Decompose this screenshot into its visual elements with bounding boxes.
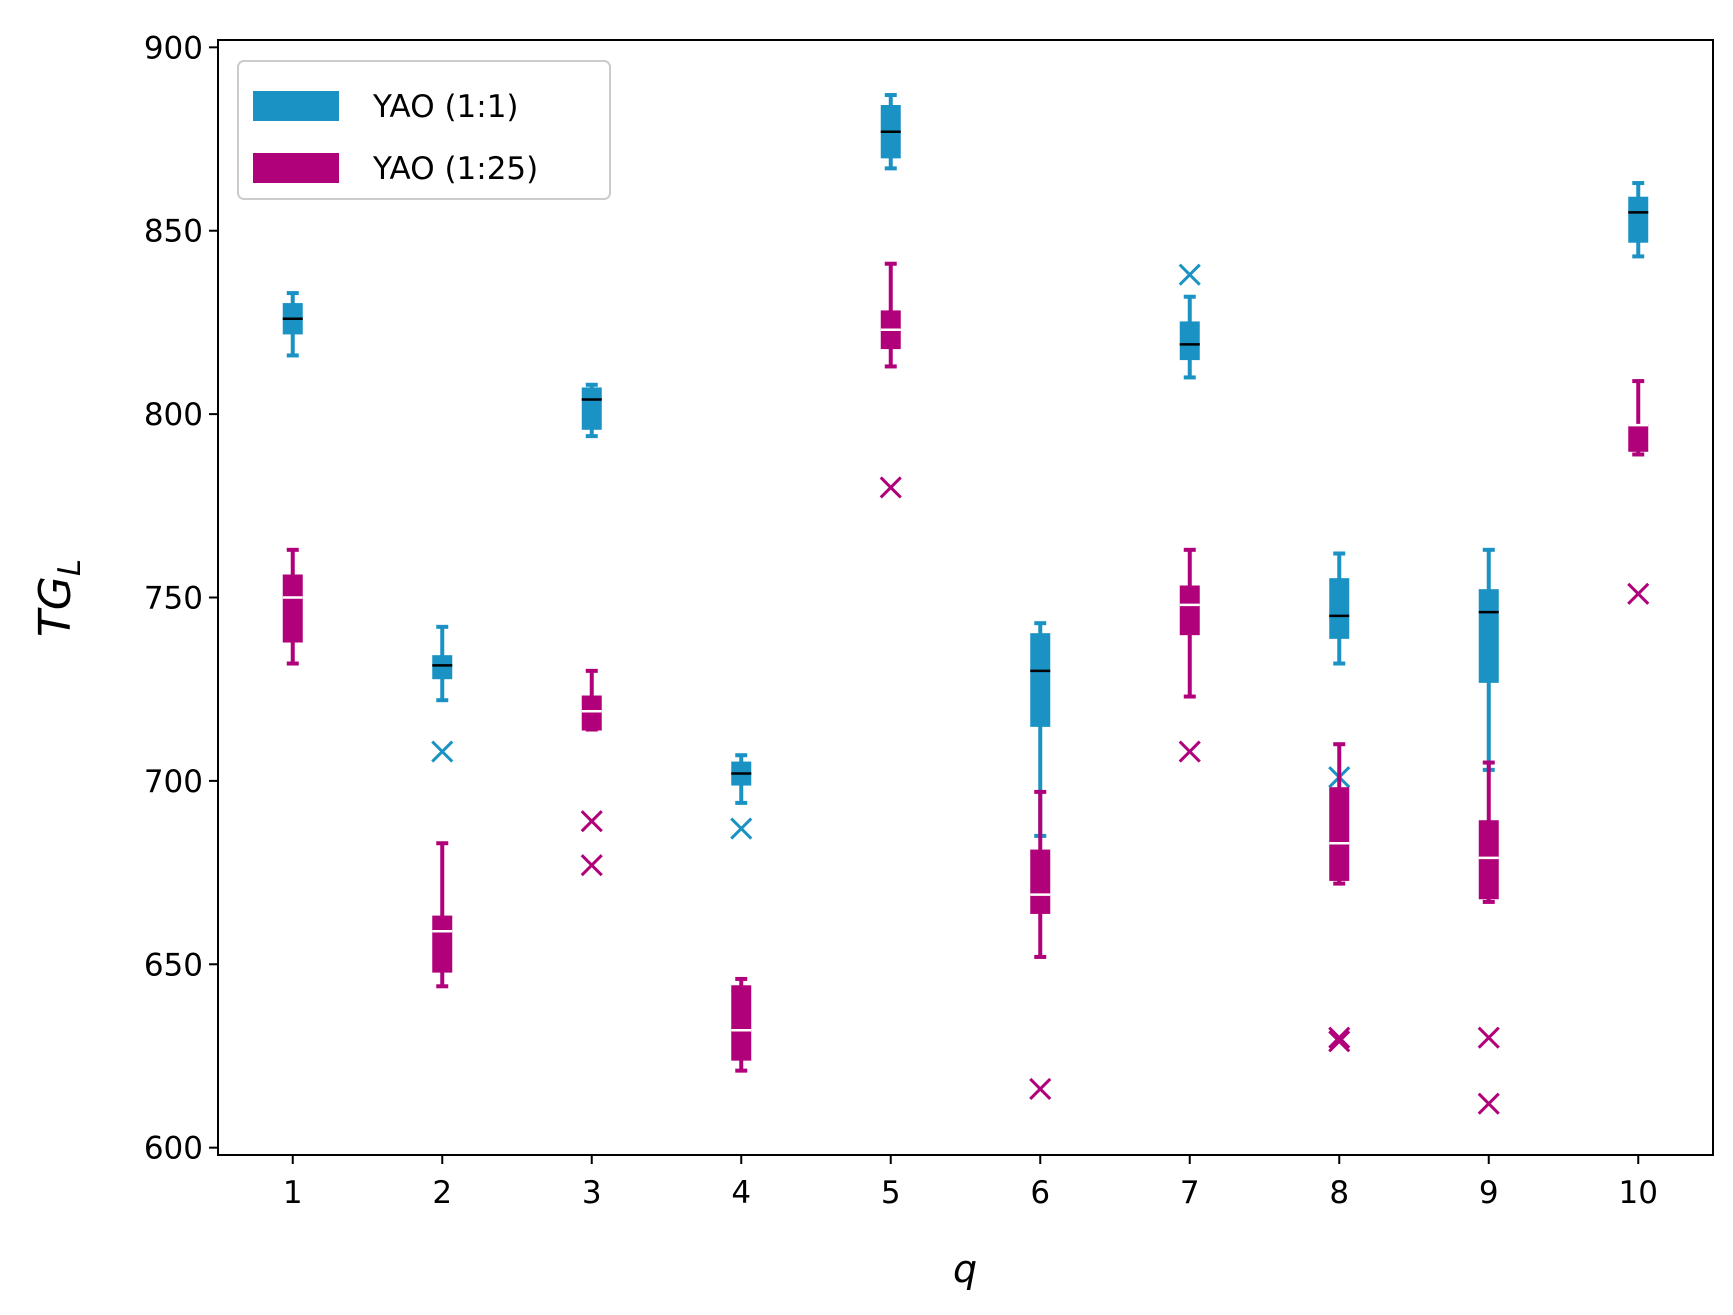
outlier bbox=[1477, 1092, 1500, 1115]
box bbox=[432, 655, 453, 680]
outlier bbox=[1477, 1026, 1500, 1049]
x-axis-label: q bbox=[953, 1247, 977, 1291]
outlier bbox=[1029, 1077, 1052, 1101]
box bbox=[1628, 196, 1649, 243]
box bbox=[432, 915, 453, 973]
x-tick-label: 4 bbox=[731, 1175, 751, 1211]
box bbox=[1030, 633, 1051, 727]
outlier bbox=[580, 854, 603, 877]
box-group bbox=[731, 976, 752, 1073]
outlier bbox=[1178, 263, 1201, 286]
outlier bbox=[431, 740, 454, 763]
y-tick-label: 600 bbox=[144, 1131, 203, 1167]
legend: YAO (1:1) YAO (1:25) bbox=[237, 60, 611, 200]
outlier bbox=[1328, 1030, 1351, 1053]
outlier bbox=[1178, 740, 1201, 763]
y-axis-label: TGL bbox=[30, 559, 88, 637]
legend-label: YAO (1:25) bbox=[372, 151, 538, 187]
outlier bbox=[879, 476, 902, 499]
box-group bbox=[1628, 181, 1649, 259]
outlier bbox=[580, 810, 603, 833]
x-tick-label: 2 bbox=[432, 1175, 452, 1211]
y-tick-label: 850 bbox=[144, 214, 203, 250]
x-tick-label: 1 bbox=[283, 1175, 303, 1211]
box-group bbox=[1627, 379, 1650, 605]
box-group bbox=[1328, 742, 1351, 1053]
outlier bbox=[1627, 582, 1650, 605]
box bbox=[1478, 820, 1499, 900]
x-tick-label: 10 bbox=[1619, 1175, 1658, 1211]
y-tick-label: 650 bbox=[144, 947, 203, 983]
box-group bbox=[282, 547, 303, 666]
y-axis-label-sub: L bbox=[52, 559, 88, 576]
legend-swatch bbox=[253, 153, 339, 183]
box bbox=[1329, 787, 1350, 881]
box-group bbox=[581, 382, 602, 439]
x-tick-label: 7 bbox=[1180, 1175, 1200, 1211]
box-group bbox=[1478, 547, 1499, 772]
box-group bbox=[580, 668, 603, 877]
legend-swatch bbox=[253, 91, 339, 121]
box bbox=[1329, 578, 1350, 639]
box-group bbox=[1178, 263, 1201, 380]
box-group bbox=[432, 841, 453, 989]
box-group bbox=[1328, 551, 1351, 789]
y-tick-label: 750 bbox=[144, 581, 203, 617]
y-tick-label: 900 bbox=[144, 30, 203, 66]
y-tick-label: 800 bbox=[144, 397, 203, 433]
box bbox=[282, 574, 303, 643]
outlier bbox=[1328, 1026, 1351, 1049]
box-group bbox=[1477, 760, 1500, 1115]
plot-frame bbox=[217, 39, 1714, 1156]
box bbox=[581, 387, 602, 430]
x-tick-label: 3 bbox=[582, 1175, 602, 1211]
box bbox=[581, 695, 602, 731]
box bbox=[1478, 589, 1499, 683]
outlier bbox=[730, 817, 753, 840]
box-group bbox=[879, 261, 902, 499]
x-tick-label: 9 bbox=[1479, 1175, 1499, 1211]
box-group bbox=[730, 753, 753, 840]
box bbox=[731, 985, 752, 1061]
legend-label: YAO (1:1) bbox=[372, 89, 519, 125]
box-group bbox=[1029, 789, 1052, 1101]
x-tick-label: 6 bbox=[1030, 1175, 1050, 1211]
box bbox=[1179, 585, 1200, 636]
x-tick-label: 8 bbox=[1329, 1175, 1349, 1211]
x-tick-label: 5 bbox=[881, 1175, 901, 1211]
box-group bbox=[282, 291, 303, 358]
box bbox=[1628, 424, 1649, 452]
box bbox=[1030, 849, 1051, 914]
box bbox=[1179, 321, 1200, 361]
box-group bbox=[880, 93, 901, 171]
box-group bbox=[1178, 547, 1201, 763]
y-tick-label: 700 bbox=[144, 764, 203, 800]
y-axis-label-main: TG bbox=[30, 576, 81, 637]
box-group bbox=[431, 624, 454, 763]
